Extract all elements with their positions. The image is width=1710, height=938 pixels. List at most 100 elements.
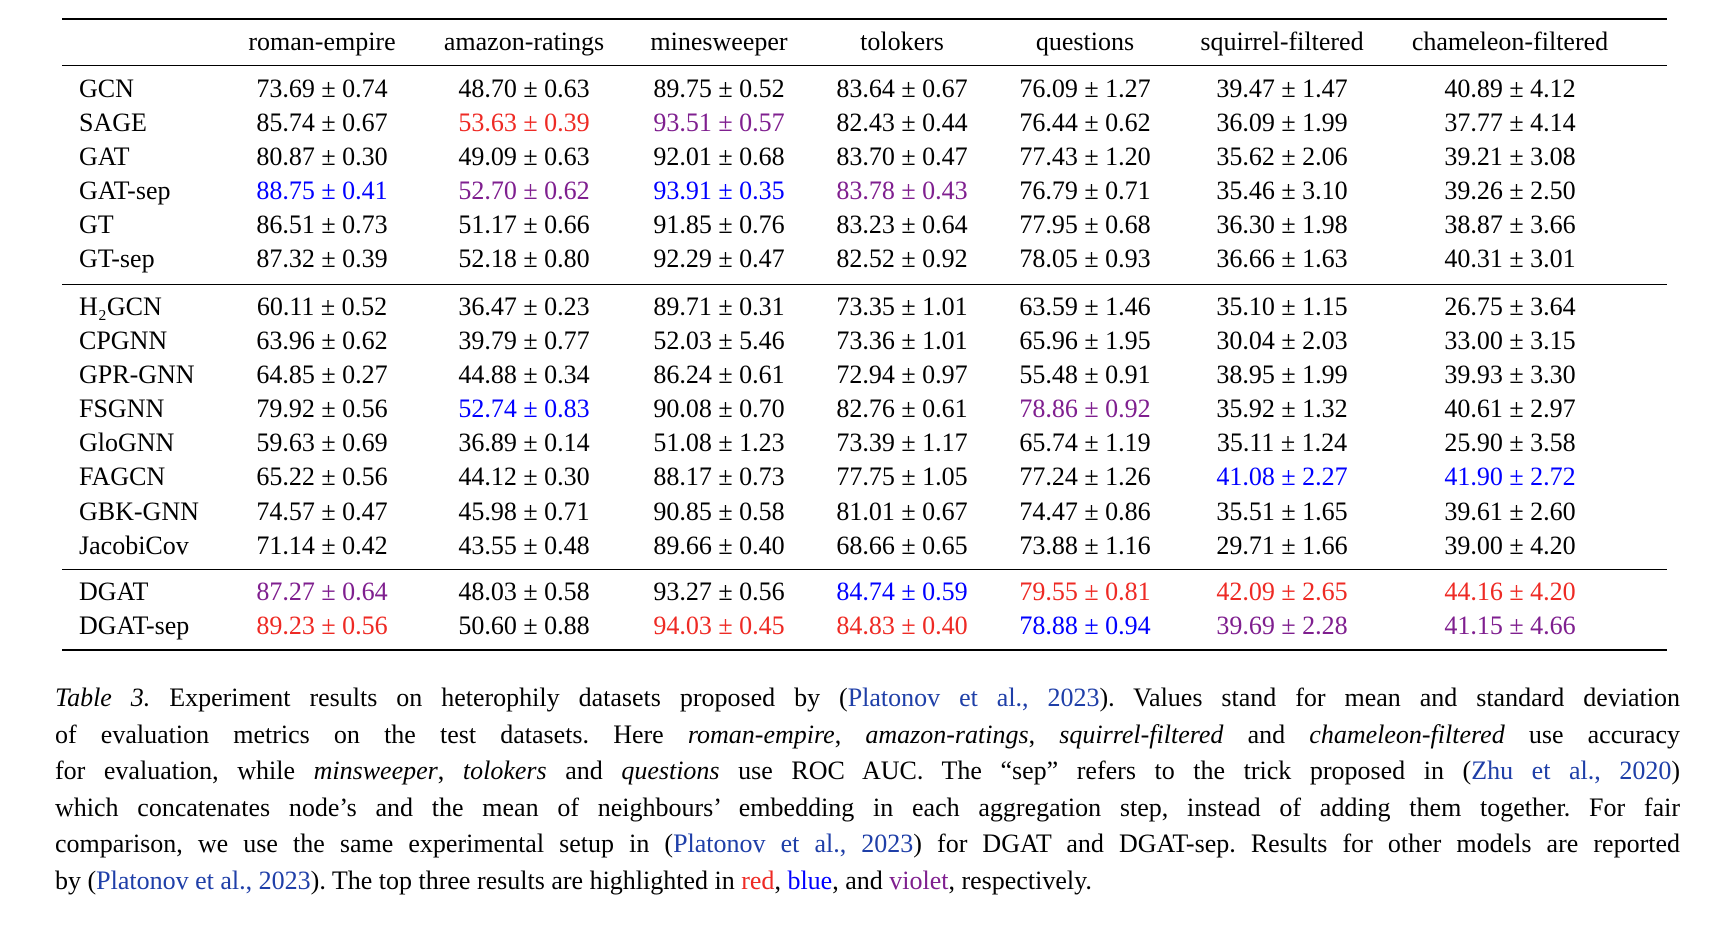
table-cell: 25.90 ± 3.58 (1444, 428, 1576, 458)
table-cell: 73.88 ± 1.16 (1019, 530, 1151, 560)
caption-line: for evaluation, while minsweeper, toloke… (55, 753, 1680, 790)
caption-text: by ( (55, 865, 97, 895)
caption-text: chameleon-filtered (1309, 719, 1505, 749)
table-cell: 83.78 ± 0.43 (836, 176, 968, 206)
caption-text: , (834, 719, 866, 749)
table-cell: 78.88 ± 0.94 (1019, 611, 1151, 641)
table-cell: 29.71 ± 1.66 (1216, 530, 1348, 560)
table-cell: 87.32 ± 0.39 (256, 244, 388, 274)
table-cell: 33.00 ± 3.15 (1444, 326, 1576, 356)
table-cell: 86.51 ± 0.73 (256, 210, 388, 240)
caption-text: and (546, 756, 622, 786)
table-cell: 40.61 ± 2.97 (1444, 394, 1576, 424)
column-header-chameleon-filtered: chameleon-filtered (1411, 27, 1609, 56)
table-cell: 45.98 ± 0.71 (458, 496, 590, 526)
table-cell: 82.52 ± 0.92 (836, 244, 968, 274)
table-cell: 39.21 ± 3.08 (1444, 142, 1576, 172)
table-cell: 74.57 ± 0.47 (256, 496, 388, 526)
bottom-rule (62, 649, 1667, 651)
table-cell: 68.66 ± 0.65 (836, 530, 968, 560)
table-cell: 77.24 ± 1.26 (1019, 462, 1151, 492)
table-cell: 77.75 ± 1.05 (836, 462, 968, 492)
table-cell: 39.79 ± 0.77 (458, 326, 590, 356)
table-cell: 41.15 ± 4.66 (1444, 611, 1576, 641)
table-cell: 82.43 ± 0.44 (836, 108, 968, 138)
table-cell: 73.39 ± 1.17 (836, 428, 968, 458)
table-cell: 94.03 ± 0.45 (653, 611, 785, 641)
caption-text: ) (1671, 756, 1680, 786)
column-header-questions: questions (1035, 27, 1135, 56)
table-cell: 89.23 ± 0.56 (256, 611, 388, 641)
table-cell: 35.10 ± 1.15 (1216, 292, 1348, 321)
table-cell: 77.95 ± 0.68 (1019, 210, 1151, 240)
row-label: GAT (79, 142, 130, 172)
caption-text: squirrel-filtered (1059, 719, 1224, 749)
table-cell: 91.85 ± 0.76 (653, 210, 785, 240)
table-cell: 76.44 ± 0.62 (1019, 108, 1151, 138)
table-cell: 41.90 ± 2.72 (1444, 462, 1576, 492)
row-label: GPR-GNN (79, 360, 195, 390)
row-label: SAGE (79, 108, 147, 138)
row-label: GBK-GNN (79, 496, 199, 526)
row-label: GCN (79, 74, 134, 103)
table-cell: 36.89 ± 0.14 (458, 428, 590, 458)
table-cell: 38.87 ± 3.66 (1444, 210, 1576, 240)
table-cell: 92.01 ± 0.68 (653, 142, 785, 172)
table-cell: 35.11 ± 1.24 (1216, 428, 1348, 458)
table-cell: 39.00 ± 4.20 (1444, 530, 1576, 560)
table-cell: 82.76 ± 0.61 (836, 394, 968, 424)
group-rule (62, 569, 1667, 571)
table-cell: 52.70 ± 0.62 (458, 176, 590, 206)
row-label: FAGCN (79, 462, 166, 492)
table-cell: 84.74 ± 0.59 (836, 577, 968, 606)
table-cell: 51.08 ± 1.23 (653, 428, 785, 458)
caption-text: , (774, 865, 788, 895)
caption-text: Table 3. (55, 683, 151, 712)
row-label: H₂GCN (79, 292, 162, 321)
citation-link[interactable]: Platonov et al., 2023 (673, 829, 914, 859)
table-cell: 83.70 ± 0.47 (836, 142, 968, 172)
citation-link[interactable]: Platonov et al., 2023 (847, 683, 1100, 712)
table-cell: 52.18 ± 0.80 (458, 244, 590, 274)
table-cell: 89.66 ± 0.40 (653, 530, 785, 560)
caption-line: which concatenates node’s and the mean o… (55, 790, 1680, 827)
table-cell: 93.91 ± 0.35 (653, 176, 785, 206)
table-cell: 36.66 ± 1.63 (1216, 244, 1348, 274)
top-rule (62, 18, 1667, 20)
caption-text: Experiment results on heterophily datase… (150, 683, 848, 712)
table-cell: 85.74 ± 0.67 (256, 108, 388, 138)
table-cell: 39.26 ± 2.50 (1444, 176, 1576, 206)
table-cell: 41.08 ± 2.27 (1216, 462, 1348, 492)
row-label: DGAT (79, 577, 149, 606)
table-cell: 72.94 ± 0.97 (836, 360, 968, 390)
table-cell: 88.75 ± 0.41 (256, 176, 388, 206)
caption-text: , (437, 756, 463, 786)
table-cell: 87.27 ± 0.64 (256, 577, 388, 606)
column-header-amazon-ratings: amazon-ratings (443, 27, 605, 56)
caption-text: which concatenates node’s and the mean o… (55, 792, 1680, 822)
table-cell: 40.31 ± 3.01 (1444, 244, 1576, 274)
caption-text: questions (621, 756, 720, 786)
row-label: GT (79, 210, 114, 240)
table-cell: 78.05 ± 0.93 (1019, 244, 1151, 274)
column-header-roman-empire: roman-empire (248, 27, 396, 56)
table-cell: 35.92 ± 1.32 (1216, 394, 1348, 424)
row-label: GAT-sep (79, 176, 171, 206)
table-cell: 90.85 ± 0.58 (653, 496, 785, 526)
row-label: CPGNN (79, 326, 168, 356)
citation-link[interactable]: Zhu et al., 2020 (1471, 756, 1672, 786)
caption-text: ). The top three results are highlighted… (310, 865, 742, 895)
table-cell: 76.09 ± 1.27 (1019, 74, 1151, 103)
caption-text: and (1223, 719, 1310, 749)
table-cell: 93.27 ± 0.56 (653, 577, 785, 606)
caption-text: red (741, 865, 775, 895)
caption-text: tolokers (462, 756, 547, 786)
table-cell: 39.93 ± 3.30 (1444, 360, 1576, 390)
table-cell: 48.70 ± 0.63 (458, 74, 590, 103)
table-cell: 89.71 ± 0.31 (653, 292, 785, 321)
column-header-tolokers: tolokers (860, 27, 944, 56)
table-cell: 43.55 ± 0.48 (458, 530, 590, 560)
table-cell: 88.17 ± 0.73 (653, 462, 785, 492)
table-cell: 44.16 ± 4.20 (1444, 577, 1576, 606)
citation-link[interactable]: Platonov et al., 2023 (96, 865, 311, 895)
